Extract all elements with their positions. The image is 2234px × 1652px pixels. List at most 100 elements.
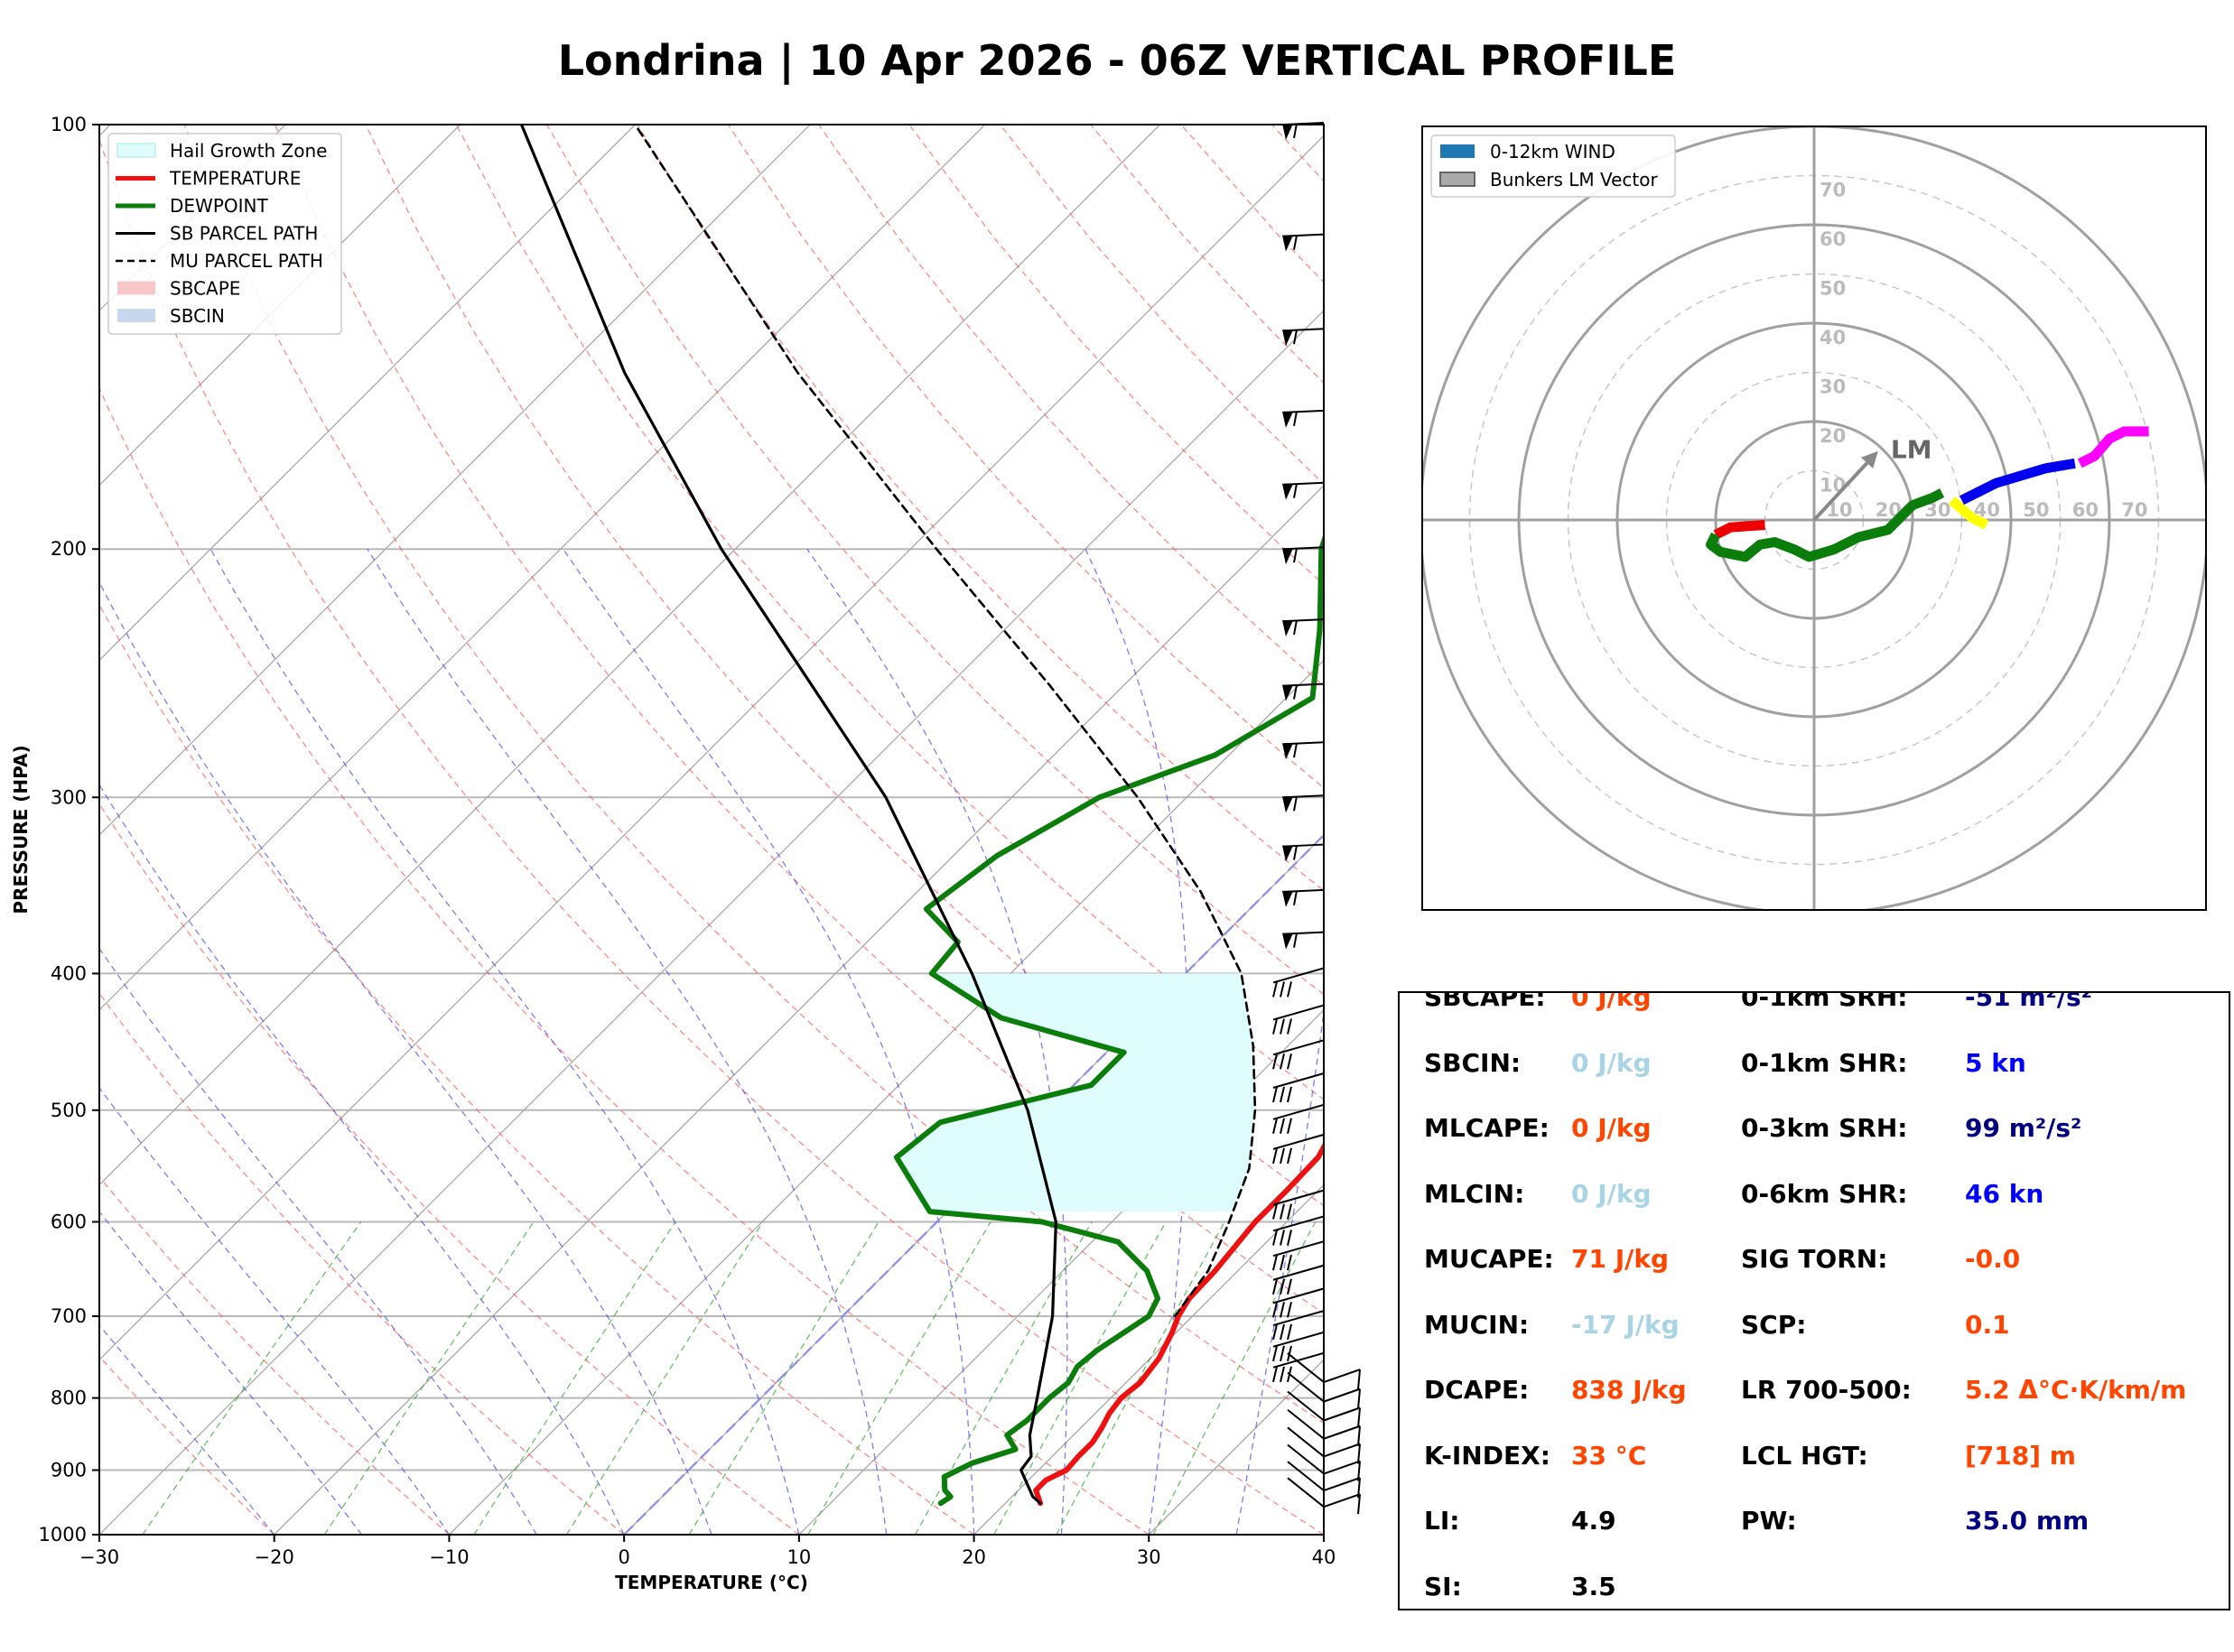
ring-label-x: 60 (2072, 499, 2099, 521)
skew-t-frame (98, 124, 1325, 1536)
legend-label: MU PARCEL PATH (170, 250, 323, 272)
stat-label: 0-3km SRH: (1741, 1113, 1908, 1143)
legend-swatch (1440, 144, 1475, 158)
x-tick-label: 40 (1312, 1546, 1336, 1568)
hodo-legend-box (1430, 135, 1676, 198)
dry-adiabat (99, 138, 1324, 1535)
wind-barb (1282, 546, 1325, 565)
stat-value: 5.2 Δ°C·K/km/m (1965, 1375, 2187, 1405)
y-tick-label: 400 (51, 962, 87, 984)
hodograph-segment-6-9km (1959, 458, 2076, 506)
stat-value: [718] m (1965, 1440, 2076, 1471)
stat-value: 0 J/kg (1571, 1113, 1652, 1143)
legend-label: Bunkers LM Vector (1490, 169, 1659, 190)
dry-adiabat (99, 803, 800, 1535)
x-tick-label: 10 (787, 1546, 811, 1568)
stat-label: SI: (1424, 1571, 1462, 1601)
legend-swatch (117, 309, 155, 322)
wind-barb (1282, 328, 1325, 347)
wind-barb (1272, 1264, 1325, 1295)
mixing-ratio-line (807, 1221, 991, 1535)
moist-adiabat (99, 1211, 363, 1535)
y-tick-label: 900 (51, 1460, 87, 1481)
wind-barb (1287, 1390, 1361, 1428)
lm-vector-shaft (1812, 461, 1869, 522)
wind-barb (1272, 1133, 1325, 1165)
isotherm-line (99, 125, 636, 662)
dewpoint-line (893, 533, 1324, 1507)
wind-barb (1282, 794, 1325, 813)
moist-adiabat (99, 784, 625, 1535)
dry-adiabat (99, 992, 625, 1535)
y-axis-label: PRESSURE (HPA) (10, 745, 32, 914)
stat-label: LI: (1424, 1506, 1460, 1536)
dry-adiabat (455, 125, 1324, 1100)
wind-barb (1282, 409, 1325, 428)
y-tick-label: 200 (51, 538, 87, 560)
moist-adiabat (367, 548, 888, 1535)
y-tick-label: 600 (51, 1211, 87, 1232)
mixing-ratio-line (1152, 1221, 1317, 1535)
stat-label: MUCAPE: (1424, 1244, 1554, 1274)
isotherm-line (99, 125, 811, 837)
legend-swatch (116, 143, 156, 158)
mixing-ratio-line (914, 1221, 1093, 1535)
legend-label: 0-12km WIND (1490, 141, 1615, 162)
wind-barb (1282, 931, 1325, 950)
legend-label: Hail Growth Zone (170, 140, 327, 162)
lm-vector-arrowhead (1861, 450, 1878, 469)
y-tick-label: 700 (51, 1305, 87, 1327)
zero-isotherm (623, 833, 1324, 1535)
y-tick-label: 500 (51, 1100, 87, 1121)
x-tick-label: −10 (429, 1546, 469, 1568)
chart-title: Londrina | 10 Apr 2026 - 06Z VERTICAL PR… (557, 36, 1677, 85)
wind-barb (1272, 1310, 1325, 1341)
isotherm-line (973, 1183, 1324, 1535)
mixing-ratio-line (142, 1221, 362, 1535)
wind-barb (1272, 967, 1325, 998)
wind-barb (1272, 1287, 1325, 1318)
stat-label: K-INDEX: (1424, 1440, 1550, 1471)
dry-adiabat (183, 125, 1324, 1425)
hodograph-segment-0-1km (1713, 520, 1765, 540)
dry-adiabat (546, 125, 1324, 996)
ring-label-y: 70 (1820, 180, 1846, 201)
legend-label: SBCAPE (170, 278, 240, 300)
wind-barb (1282, 233, 1325, 252)
legend-swatch (1439, 172, 1475, 187)
mixing-ratio-line (1056, 1221, 1225, 1535)
legend-label: SBCIN (170, 305, 225, 327)
isotherm-line (448, 659, 1324, 1535)
x-tick-label: −20 (255, 1546, 294, 1568)
mu-parcel-path-line (634, 125, 1257, 1318)
moist-adiabat (99, 1323, 275, 1535)
x-tick-label: −30 (79, 1546, 119, 1568)
stat-value: 0 J/kg (1571, 1178, 1652, 1209)
hodograph-frame (1421, 125, 2207, 911)
stat-label: 0-1km SRH: (1741, 991, 1908, 1012)
stat-label: MLCAPE: (1424, 1113, 1550, 1143)
dry-adiabat (727, 125, 1324, 789)
stat-label: MUCIN: (1424, 1309, 1530, 1340)
stat-value: -0.0 (1965, 1244, 2021, 1274)
stat-label: SBCIN: (1424, 1047, 1522, 1078)
y-tick-label: 800 (51, 1387, 87, 1409)
mixing-ratio-line (565, 1221, 764, 1535)
wind-barb (1287, 1477, 1361, 1515)
y-tick-label: 100 (51, 114, 87, 135)
stat-value: -51 m²/s² (1965, 991, 2092, 1012)
stat-label: LR 700-500: (1741, 1375, 1912, 1405)
stat-value: 71 J/kg (1571, 1244, 1670, 1274)
mixing-ratio-line (993, 1221, 1167, 1535)
legend-swatch (117, 281, 155, 295)
x-axis-label: TEMPERATURE (°C) (615, 1572, 808, 1593)
stat-value: 0 J/kg (1571, 991, 1652, 1012)
stat-value: 4.9 (1571, 1506, 1616, 1536)
stat-value: 5 kn (1965, 1047, 2026, 1078)
x-tick-label: 0 (618, 1546, 629, 1568)
indices-panel: SBCAPE: 0 J/kg SBCIN: 0 J/kg MLCAPE: 0 J/kg ML… (1398, 991, 2230, 1610)
wind-barb (1272, 1103, 1325, 1135)
dry-adiabat (99, 603, 974, 1535)
moist-adiabat (1084, 548, 1189, 1535)
isotherm-line (99, 135, 1324, 1361)
